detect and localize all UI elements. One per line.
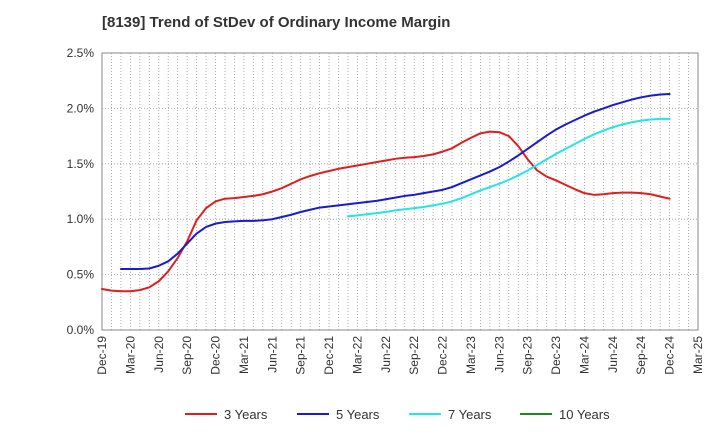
y-axis-tick-labels: 0.0% 0.5% 1.0% 1.5% 2.0% 2.5%: [67, 46, 95, 337]
x-axis-tick-labels: Dec-19 Mar-20 Jun-20 Sep-20 Dec-20 Mar-21 Jun-…: [95, 336, 705, 375]
x-tick-label: Jun-21: [265, 336, 279, 373]
series-line-5-years: [119, 93, 671, 271]
y-tick-label: 0.0%: [67, 323, 95, 337]
x-tick-label: Sep-24: [634, 336, 648, 375]
x-tick-label: Dec-24: [663, 336, 677, 375]
y-tick-label: 2.5%: [67, 46, 95, 60]
series-line-3-years: [101, 130, 671, 293]
chart-title: [8139] Trend of StDev of Ordinary Income…: [102, 14, 451, 31]
x-tick-label: Mar-21: [237, 336, 251, 374]
legend: 3 Years 5 Years 7 Years 10 Years: [185, 407, 610, 422]
x-tick-label: Sep-23: [521, 336, 535, 375]
x-tick-label: Dec-22: [436, 336, 450, 375]
grid-lines: [101, 52, 699, 331]
x-tick-label: Mar-23: [464, 336, 478, 374]
x-tick-label: Jun-24: [606, 336, 620, 373]
x-tick-label: Sep-20: [180, 336, 194, 375]
legend-label: 3 Years: [224, 407, 268, 422]
x-tick-label: Sep-22: [407, 336, 421, 375]
x-tick-label: Jun-20: [152, 336, 166, 373]
x-tick-label: Dec-21: [322, 336, 336, 375]
x-tick-label: Mar-20: [123, 336, 137, 374]
x-tick-label: Mar-22: [350, 336, 364, 374]
x-tick-label: Jun-23: [492, 336, 506, 373]
x-tick-label: Mar-24: [577, 336, 591, 374]
legend-label: 7 Years: [448, 407, 492, 422]
data-series: [101, 93, 671, 293]
x-tick-label: Dec-23: [549, 336, 563, 375]
y-tick-label: 2.0%: [67, 101, 95, 115]
y-tick-label: 1.0%: [67, 212, 95, 226]
y-tick-label: 0.5%: [67, 268, 95, 282]
legend-label: 5 Years: [336, 407, 380, 422]
x-tick-label: Mar-25: [691, 336, 705, 374]
plot-area-border: [101, 52, 699, 331]
plot-border: [101, 52, 699, 331]
x-tick-label: Dec-19: [95, 336, 109, 375]
x-tick-label: Sep-21: [294, 336, 308, 375]
x-tick-label: Jun-22: [379, 336, 393, 373]
legend-label: 10 Years: [559, 407, 610, 422]
y-tick-label: 1.5%: [67, 157, 95, 171]
series-line-7-years: [346, 117, 671, 218]
x-tick-label: Dec-20: [209, 336, 223, 375]
